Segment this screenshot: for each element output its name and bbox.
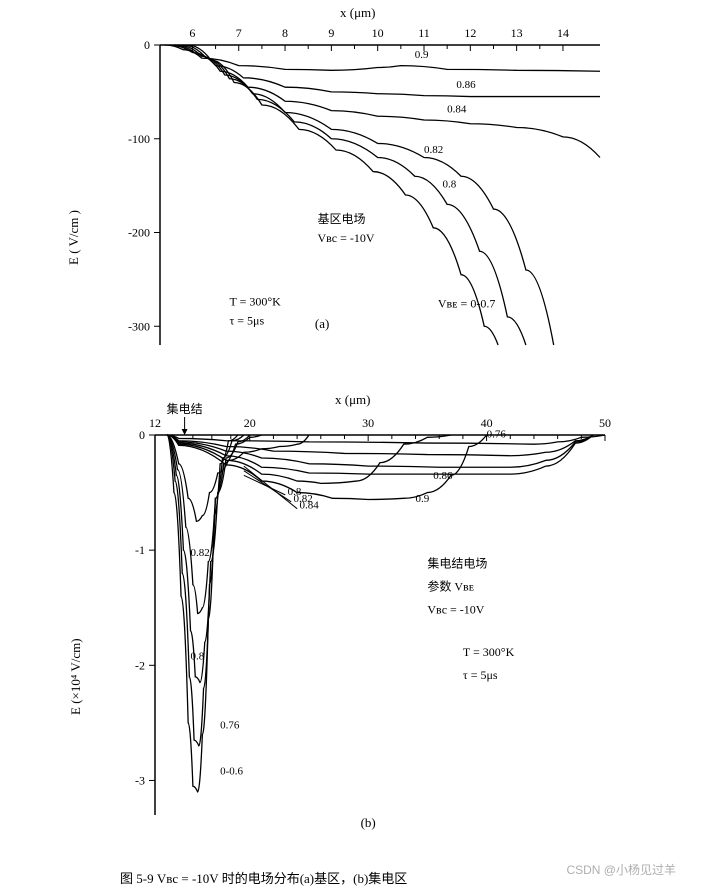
svg-text:τ = 5μs: τ = 5μs: [229, 313, 264, 327]
svg-text:6: 6: [189, 26, 195, 40]
svg-text:参数 Vʙᴇ: 参数 Vʙᴇ: [427, 578, 474, 593]
chart-panel-b: 12203040500-1-2-3集电结0.760.860.90.80.820.…: [60, 395, 630, 835]
chart-a-svg: 6 7 8 9 10 11 12 13 14 0 -100 -200 -300 0.9 0.86 0.84 0.…: [60, 10, 630, 370]
svg-text:0-0.6: 0-0.6: [220, 766, 243, 778]
svg-text:(a): (a): [315, 316, 329, 331]
svg-text:10: 10: [372, 26, 384, 40]
svg-text:0.84: 0.84: [299, 500, 319, 512]
figure-caption: 图 5-9 Vʙc = -10V 时的电场分布(a)基区，(b)集电区: [120, 868, 407, 887]
svg-text:50: 50: [599, 416, 611, 430]
svg-text:-2: -2: [135, 658, 145, 672]
chart-b-svg: 12203040500-1-2-3集电结0.760.860.90.80.820.…: [60, 395, 630, 835]
svg-text:11: 11: [418, 26, 430, 40]
svg-text:0.86: 0.86: [456, 79, 476, 91]
watermark: CSDN @小杨见过羊: [566, 861, 676, 878]
x-axis-label-b: x (μm): [335, 392, 371, 408]
x-axis-label-a: x (μm): [340, 5, 376, 21]
svg-text:14: 14: [557, 26, 569, 40]
svg-text:7: 7: [236, 26, 242, 40]
svg-text:0.8: 0.8: [443, 179, 457, 191]
svg-text:-3: -3: [135, 773, 145, 787]
svg-text:-100: -100: [128, 132, 150, 146]
svg-text:8: 8: [282, 26, 288, 40]
svg-text:集电结电场: 集电结电场: [427, 555, 487, 570]
svg-text:13: 13: [511, 26, 523, 40]
svg-text:0.82: 0.82: [191, 547, 210, 559]
svg-text:0.76: 0.76: [487, 428, 507, 440]
svg-text:0.84: 0.84: [447, 104, 467, 116]
svg-text:集电结: 集电结: [167, 401, 203, 416]
svg-text:(b): (b): [361, 815, 376, 830]
svg-text:-300: -300: [128, 319, 150, 333]
svg-text:0.86: 0.86: [433, 470, 453, 482]
svg-text:0.9: 0.9: [416, 493, 430, 505]
svg-text:0.9: 0.9: [415, 49, 429, 61]
svg-text:T = 300°K: T = 300°K: [463, 645, 515, 659]
svg-text:9: 9: [328, 26, 334, 40]
svg-text:Vʙc = -10V: Vʙc = -10V: [427, 602, 484, 616]
svg-text:0.82: 0.82: [424, 144, 443, 156]
chart-panel-a: 6 7 8 9 10 11 12 13 14 0 -100 -200 -300 0.9 0.86 0.84 0.…: [60, 10, 630, 370]
svg-text:12: 12: [149, 416, 161, 430]
svg-text:0.76: 0.76: [220, 720, 240, 732]
svg-text:0.8: 0.8: [191, 651, 205, 663]
y-axis-label-b: E (×10⁴ V/cm): [68, 638, 84, 715]
svg-text:Vʙᴇ = 0-0.7: Vʙᴇ = 0-0.7: [438, 297, 495, 311]
svg-text:T = 300°K: T = 300°K: [229, 295, 281, 309]
svg-text:30: 30: [362, 416, 374, 430]
svg-text:20: 20: [244, 416, 256, 430]
svg-text:τ = 5μs: τ = 5μs: [463, 668, 498, 682]
svg-text:-200: -200: [128, 226, 150, 240]
svg-text:0: 0: [139, 428, 145, 442]
svg-text:12: 12: [464, 26, 476, 40]
svg-text:基区电场: 基区电场: [317, 212, 365, 226]
svg-text:0: 0: [144, 38, 150, 52]
svg-text:-1: -1: [135, 543, 145, 557]
svg-text:Vʙc = -10V: Vʙc = -10V: [317, 231, 374, 245]
y-axis-label-a: E ( V/cm ): [66, 210, 82, 265]
